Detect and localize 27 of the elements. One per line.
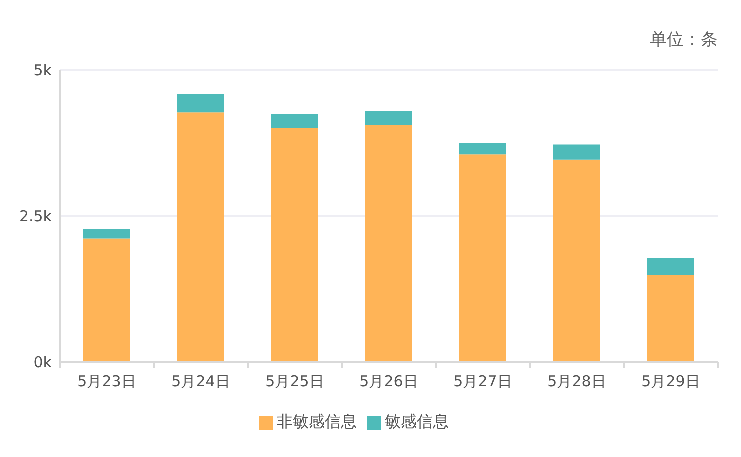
bar [178, 94, 224, 113]
x-tick-label: 5月23日 [78, 372, 136, 391]
bar [84, 229, 130, 239]
bar [554, 160, 600, 362]
bar [178, 112, 224, 362]
bar [366, 125, 412, 362]
bar [366, 111, 412, 126]
x-tick-label: 5月29日 [642, 372, 700, 391]
bar [460, 154, 506, 362]
y-tick-label: 5k [34, 61, 52, 80]
x-tick-label: 5月27日 [454, 372, 512, 391]
bar [648, 274, 694, 362]
x-tick-label: 5月24日 [172, 372, 230, 391]
bar [272, 128, 318, 362]
x-tick-label: 5月25日 [266, 372, 324, 391]
y-tick-label: 0k [34, 353, 52, 372]
bar [84, 238, 130, 362]
legend-label: 非敏感信息 [277, 412, 357, 431]
bar [272, 114, 318, 128]
y-tick-label: 2.5k [19, 207, 52, 226]
x-tick-label: 5月28日 [548, 372, 606, 391]
text: 单位：条 [650, 29, 718, 51]
bar [460, 143, 506, 155]
bar [554, 144, 600, 160]
legend-label: 敏感信息 [385, 412, 449, 431]
x-tick-label: 5月26日 [360, 372, 418, 391]
bar [648, 258, 694, 275]
